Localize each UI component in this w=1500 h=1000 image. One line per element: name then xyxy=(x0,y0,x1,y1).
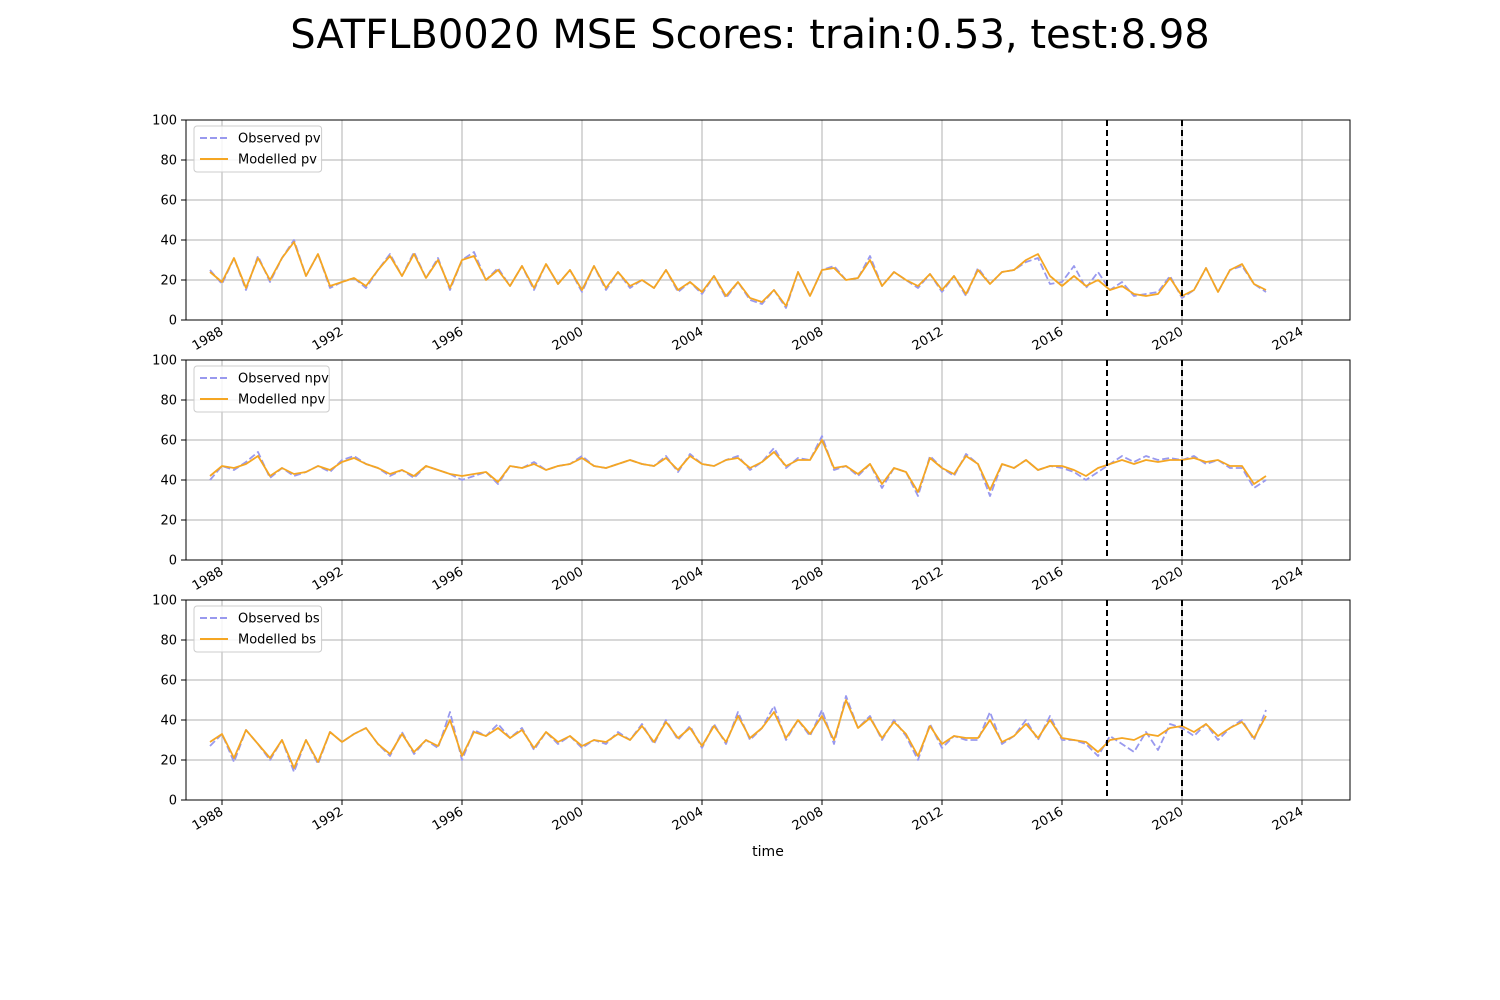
subplot-3: 0 20 40 60 80 100 1988 1992 1996 2000 2004 2008 2012… xyxy=(152,594,1351,860)
x-tick-label: 2020 xyxy=(1150,564,1186,594)
y-tick-label: 20 xyxy=(160,274,177,289)
y-tick-label: 40 xyxy=(160,234,177,249)
legend-label: Modelled bs xyxy=(238,633,316,648)
series-line-modelled xyxy=(209,699,1267,769)
x-tick-label: 2024 xyxy=(1270,564,1306,594)
y-tick-label: 100 xyxy=(152,114,177,129)
subplot-1: 0 20 40 60 80 100 1988 1992 1996 2000 2004 2008 2012… xyxy=(152,114,1351,354)
x-tick-label: 2000 xyxy=(550,804,586,834)
x-tick-label: 2008 xyxy=(790,564,826,594)
x-tick-label: 2000 xyxy=(550,564,586,594)
x-tick-label: 1996 xyxy=(430,804,466,834)
x-tick-label: 2004 xyxy=(670,564,706,594)
x-tick-label: 2012 xyxy=(910,324,946,354)
y-tick-label: 80 xyxy=(160,154,177,169)
x-tick-label: 1988 xyxy=(190,324,226,354)
y-tick-label: 20 xyxy=(160,754,177,769)
axes-frame xyxy=(185,119,1351,321)
y-tick-label: 60 xyxy=(160,674,177,689)
x-tick-label: 1988 xyxy=(190,804,226,834)
y-tick-label: 40 xyxy=(160,714,177,729)
y-tick-label: 80 xyxy=(160,394,177,409)
x-tick-label: 2004 xyxy=(670,804,706,834)
legend: Observed bs Modelled bs xyxy=(193,605,323,653)
series-line-modelled xyxy=(209,439,1267,493)
x-tick-label: 2024 xyxy=(1270,324,1306,354)
x-tick-label: 2012 xyxy=(910,564,946,594)
y-tick-label: 0 xyxy=(169,314,177,329)
chart-title: SATFLB0020 MSE Scores: train:0.53, test:… xyxy=(290,12,1210,58)
y-tick-label: 80 xyxy=(160,634,177,649)
legend: Observed pv Modelled pv xyxy=(193,125,323,173)
x-tick-label: 1992 xyxy=(310,324,346,354)
subplot-2: 0 20 40 60 80 100 1988 1992 1996 2000 2004 2008 2012… xyxy=(152,354,1351,594)
x-tick-label: 2000 xyxy=(550,324,586,354)
x-tick-label: 1996 xyxy=(430,324,466,354)
grid-lines xyxy=(186,599,1350,801)
x-tick-label: 1996 xyxy=(430,564,466,594)
series-line-observed xyxy=(209,695,1267,773)
x-tick-label: 2004 xyxy=(670,324,706,354)
legend-label: Modelled pv xyxy=(238,153,317,168)
y-tick-label: 0 xyxy=(169,554,177,569)
axes-frame xyxy=(185,359,1351,561)
legend-label: Observed npv xyxy=(238,372,329,387)
axes-frame xyxy=(185,599,1351,801)
x-tick-label: 2016 xyxy=(1030,564,1066,594)
x-axis-label: time xyxy=(752,844,784,860)
y-tick-label: 20 xyxy=(160,514,177,529)
grid-lines xyxy=(186,119,1350,321)
series-line-modelled xyxy=(209,241,1267,307)
x-tick-label: 2020 xyxy=(1150,804,1186,834)
x-tick-label: 2020 xyxy=(1150,324,1186,354)
x-tick-label: 2008 xyxy=(790,804,826,834)
legend-label: Modelled npv xyxy=(238,393,326,408)
y-tick-label: 60 xyxy=(160,194,177,209)
y-tick-label: 40 xyxy=(160,474,177,489)
x-tick-label: 2012 xyxy=(910,804,946,834)
x-tick-label: 1992 xyxy=(310,564,346,594)
x-tick-label: 2024 xyxy=(1270,804,1306,834)
y-tick-label: 0 xyxy=(169,794,177,809)
x-tick-label: 2016 xyxy=(1030,804,1066,834)
x-tick-label: 2016 xyxy=(1030,324,1066,354)
x-tick-label: 1992 xyxy=(310,804,346,834)
legend-label: Observed pv xyxy=(238,132,321,147)
legend-box xyxy=(193,365,330,413)
y-tick-label: 100 xyxy=(152,594,177,609)
x-tick-label: 2008 xyxy=(790,324,826,354)
y-tick-label: 60 xyxy=(160,434,177,449)
legend-label: Observed bs xyxy=(238,612,320,627)
y-tick-label: 100 xyxy=(152,354,177,369)
legend: Observed npv Modelled npv xyxy=(193,365,330,413)
series-line-observed xyxy=(209,435,1267,497)
x-tick-label: 1988 xyxy=(190,564,226,594)
